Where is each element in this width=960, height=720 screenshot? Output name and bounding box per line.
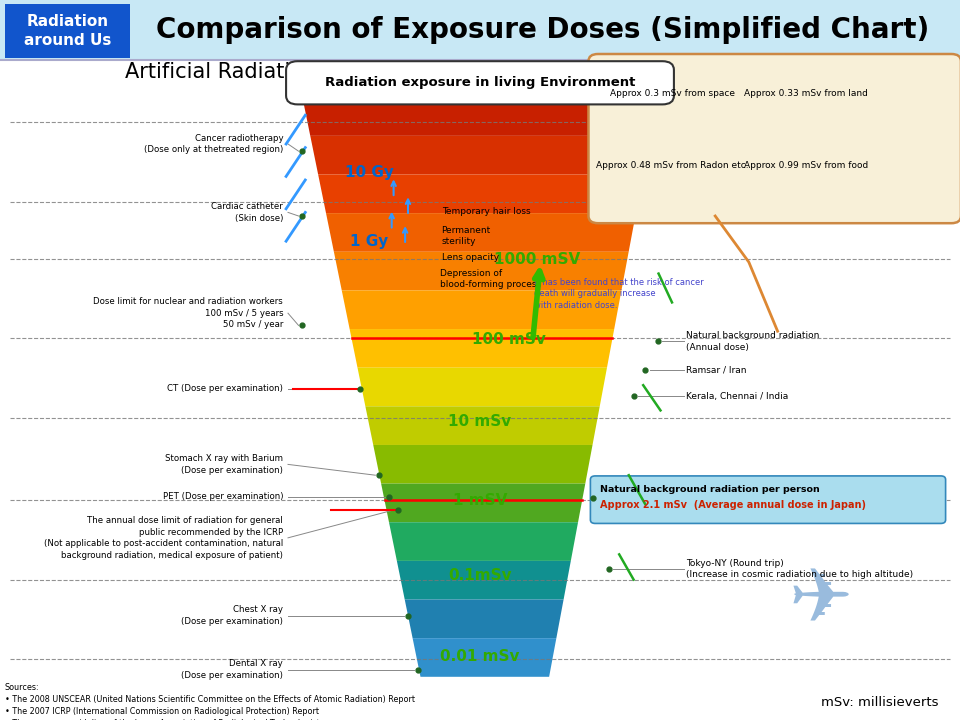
Text: Approx 2.1 mSv  (Average annual dose in Japan): Approx 2.1 mSv (Average annual dose in J… (600, 500, 866, 510)
Polygon shape (373, 445, 592, 484)
Text: Permanent
sterility: Permanent sterility (442, 226, 491, 246)
Text: Kerala, Chennai / India: Kerala, Chennai / India (686, 392, 789, 400)
Text: Temporary hair loss: Temporary hair loss (442, 207, 530, 216)
Text: 1000 mSV: 1000 mSV (494, 252, 581, 266)
Polygon shape (318, 174, 643, 213)
FancyBboxPatch shape (590, 476, 946, 523)
Polygon shape (405, 600, 564, 638)
Text: Tokyo-NY (Round trip)
(Increase in cosmic radiation due to high altitude): Tokyo-NY (Round trip) (Increase in cosmi… (686, 559, 914, 579)
Text: Radiation
around Us: Radiation around Us (23, 14, 111, 48)
Polygon shape (389, 522, 578, 561)
Text: Chest X ray
(Dose per examination): Chest X ray (Dose per examination) (181, 606, 283, 626)
Text: Ramsar / Iran: Ramsar / Iran (686, 366, 747, 374)
Polygon shape (310, 136, 650, 174)
Text: Radiation exposure in living Environment: Radiation exposure in living Environment (324, 76, 636, 89)
Text: Natural background radiation per person: Natural background radiation per person (600, 485, 820, 494)
Text: 0.01 mSv: 0.01 mSv (441, 649, 519, 664)
Text: The annual dose limit of radiation for general
public recommended by the ICRP
(N: The annual dose limit of radiation for g… (44, 516, 283, 559)
Text: Sources:
• The 2008 UNSCEAR (United Nations Scientific Committee on the Effects : Sources: • The 2008 UNSCEAR (United Nati… (5, 683, 637, 720)
Text: mSv: millisieverts: mSv: millisieverts (822, 696, 939, 708)
FancyBboxPatch shape (0, 60, 960, 720)
Text: 0.1mSv: 0.1mSv (448, 569, 512, 583)
FancyBboxPatch shape (588, 54, 960, 223)
FancyBboxPatch shape (5, 4, 130, 58)
Text: It has been found that the risk of cancer
death will gradually increase
with rad: It has been found that the risk of cance… (534, 278, 704, 310)
Text: Dose limit for nuclear and radiation workers
100 mSv / 5 years
50 mSv / year: Dose limit for nuclear and radiation wor… (93, 297, 283, 329)
Text: Dental X ray
(Dose per examination): Dental X ray (Dose per examination) (181, 660, 283, 680)
Text: Approx 0.48 mSv from Radon etc.: Approx 0.48 mSv from Radon etc. (596, 161, 748, 170)
Text: Depression of
blood-forming process: Depression of blood-forming process (440, 269, 540, 289)
Text: Stomach X ray with Barium
(Dose per examination): Stomach X ray with Barium (Dose per exam… (165, 454, 283, 474)
Text: Comparison of Exposure Doses (Simplified Chart): Comparison of Exposure Doses (Simplified… (156, 17, 929, 44)
Polygon shape (396, 561, 571, 600)
Text: ✈: ✈ (789, 564, 852, 638)
Text: 10 Gy: 10 Gy (346, 166, 394, 180)
Text: Cancer radiotherapy
(Dose only at thetreated region): Cancer radiotherapy (Dose only at thetre… (144, 134, 283, 154)
Polygon shape (302, 97, 658, 136)
Text: CT (Dose per examination): CT (Dose per examination) (167, 384, 283, 393)
Polygon shape (413, 638, 557, 677)
FancyBboxPatch shape (0, 0, 960, 60)
Text: Approx 0.33 mSv from land: Approx 0.33 mSv from land (744, 89, 869, 98)
Text: Approx 0.99 mSv from food: Approx 0.99 mSv from food (744, 161, 869, 170)
Text: Natural background radiation
(Annual dose): Natural background radiation (Annual dos… (686, 331, 820, 351)
Polygon shape (334, 252, 629, 290)
Text: Approx 0.3 mSv from space: Approx 0.3 mSv from space (610, 89, 734, 98)
Text: Cardiac catheter
(Skin dose): Cardiac catheter (Skin dose) (211, 202, 283, 222)
Text: Artificial Radiation: Artificial Radiation (125, 62, 316, 82)
Text: Natural Background Radiation: Natural Background Radiation (595, 62, 908, 82)
Polygon shape (357, 368, 607, 406)
Polygon shape (326, 213, 636, 252)
Polygon shape (381, 484, 586, 522)
Text: 1 mSV: 1 mSV (453, 493, 507, 508)
Text: PET (Dose per examination): PET (Dose per examination) (162, 492, 283, 501)
FancyBboxPatch shape (286, 61, 674, 104)
Text: Lens opacity: Lens opacity (442, 253, 499, 261)
Polygon shape (349, 329, 614, 368)
Polygon shape (366, 406, 600, 445)
Text: 100 mSv: 100 mSv (472, 333, 545, 347)
Polygon shape (342, 290, 621, 329)
Text: 1 Gy: 1 Gy (350, 234, 389, 248)
Text: 10 mSv: 10 mSv (448, 414, 512, 428)
